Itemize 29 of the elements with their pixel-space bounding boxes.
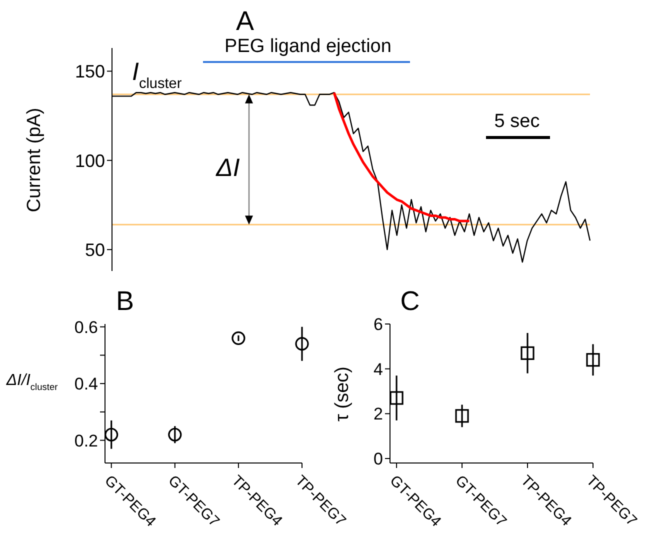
- y-tick-label: 150: [74, 62, 105, 82]
- y-tick-label: 100: [74, 150, 105, 171]
- point: [586, 353, 600, 367]
- point: [232, 331, 246, 345]
- y-axis-title: ΔI/I$_{cluster}$: [5, 372, 58, 392]
- y-tick-label: 6: [374, 315, 383, 334]
- line-series: [332, 91, 471, 222]
- point: [295, 337, 309, 351]
- point: [104, 428, 118, 442]
- y-tick-label: 50: [84, 240, 105, 260]
- y-tick-label: 0.2: [74, 431, 98, 450]
- y-tick-label: 0.6: [74, 318, 98, 337]
- point: [520, 346, 534, 360]
- annotation: 5 sec: [494, 111, 540, 132]
- chart-title: B: [116, 286, 134, 316]
- annotation: PEG ligand ejection: [224, 36, 392, 57]
- y-tick-label: 4: [374, 360, 383, 379]
- point: [168, 428, 182, 442]
- y-tick-label: 0: [374, 450, 383, 469]
- point: [455, 409, 469, 423]
- y-axis-title: τ (sec): [332, 366, 353, 422]
- y-axis-title: Current (pA): [24, 108, 45, 212]
- chart-title: A: [236, 6, 254, 36]
- y-tick-label: 2: [374, 404, 383, 424]
- chart-title: C: [400, 286, 420, 316]
- y-tick-label: 0.4: [74, 374, 98, 394]
- annotation: I$_{cluster}$: [132, 58, 182, 92]
- annotation: ΔI: [215, 154, 240, 182]
- point: [390, 391, 404, 405]
